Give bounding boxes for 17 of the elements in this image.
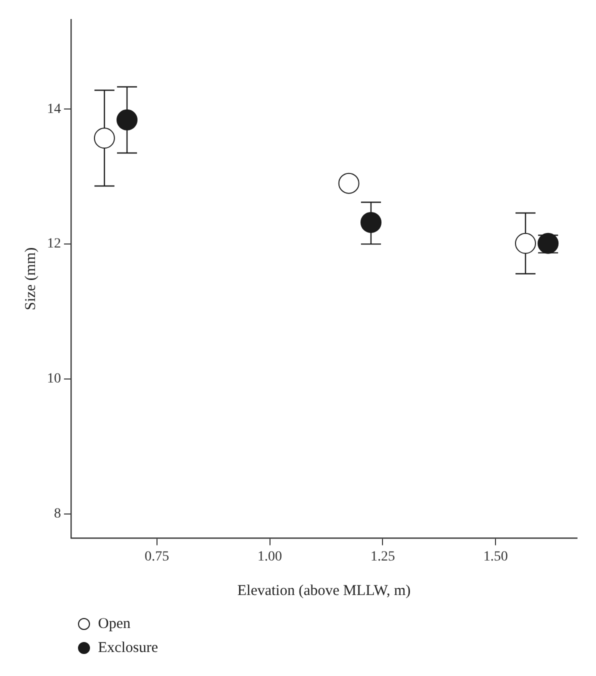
x-tick-label: 1.00 — [258, 549, 282, 564]
x-tick-label: 1.50 — [483, 549, 508, 564]
y-tick-label: 10 — [47, 372, 61, 387]
y-axis-title: Size (mm) — [22, 247, 39, 310]
point — [514, 232, 536, 254]
y-tick-label: 12 — [47, 236, 61, 252]
legend-label: Open — [98, 616, 130, 632]
y-tick-label: 14 — [47, 102, 61, 117]
y-tick-label: 8 — [54, 506, 61, 522]
legend-label: Exclosure — [98, 640, 158, 656]
point — [116, 109, 138, 130]
x-axis-title: Elevation (above MLLW, m) — [237, 582, 411, 599]
point — [338, 172, 360, 194]
point — [360, 212, 382, 233]
point — [94, 128, 115, 149]
x-tick-label: 1.25 — [370, 549, 395, 564]
x-tick-label: 0.75 — [144, 549, 170, 564]
